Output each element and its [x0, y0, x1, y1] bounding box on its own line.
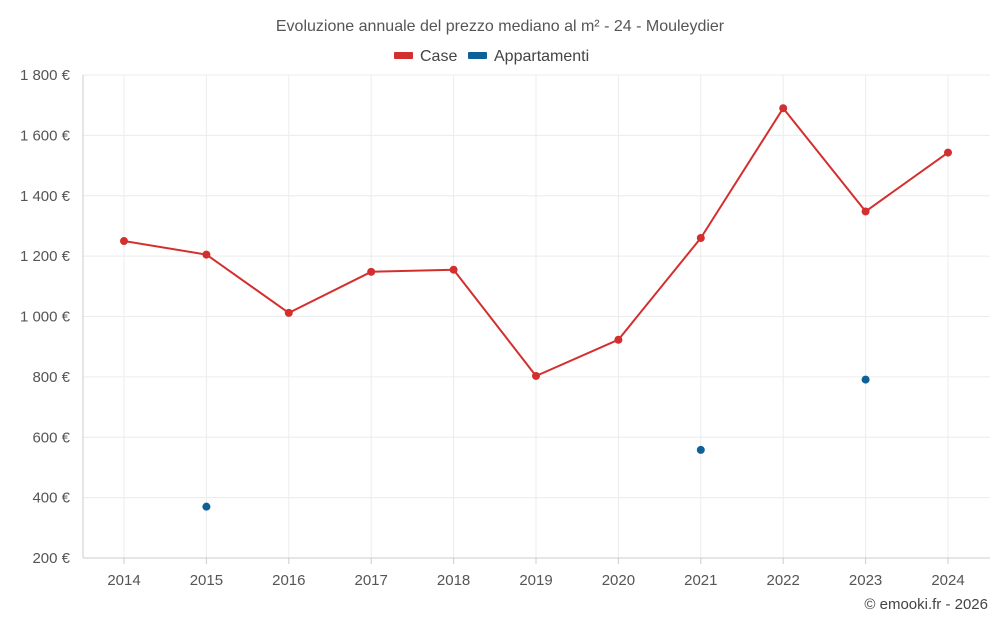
- data-point-appartamenti[interactable]: [696, 445, 705, 454]
- legend-label-case: Case: [420, 48, 457, 65]
- legend-label-appartamenti: Appartamenti: [494, 48, 589, 65]
- legend-item-case[interactable]: Case: [394, 48, 457, 65]
- chart-title: Evoluzione annuale del prezzo mediano al…: [276, 18, 725, 35]
- x-tick-label: 2020: [602, 572, 635, 589]
- series: [120, 104, 952, 511]
- y-tick-label: 600 €: [32, 429, 70, 446]
- data-point-appartamenti[interactable]: [202, 502, 211, 511]
- x-tick-label: 2017: [355, 572, 388, 589]
- data-point-case[interactable]: [779, 104, 788, 113]
- data-point-case[interactable]: [532, 371, 540, 380]
- y-tick-label: 1 000 €: [20, 309, 71, 326]
- legend-swatch-case: [394, 52, 413, 59]
- x-tick-label: 2018: [437, 572, 470, 589]
- x-tick-label: 2015: [190, 572, 223, 589]
- credit-text: © emooki.fr - 2026: [864, 596, 988, 613]
- data-point-case[interactable]: [202, 250, 211, 259]
- data-point-case[interactable]: [367, 267, 376, 276]
- y-tick-label: 400 €: [32, 490, 70, 507]
- data-point-appartamenti[interactable]: [861, 375, 870, 384]
- y-axis: 200 € 400 € 600 € 800 € 1 000 € 1 200 € 1 400 …: [20, 67, 71, 567]
- data-point-case[interactable]: [449, 265, 458, 274]
- x-tick-label: 2023: [849, 572, 882, 589]
- y-tick-label: 800 €: [32, 369, 70, 386]
- y-tick-label: 1 800 €: [20, 67, 71, 84]
- data-point-case[interactable]: [861, 207, 870, 216]
- x-tick-label: 2014: [107, 572, 140, 589]
- data-point-case[interactable]: [614, 335, 623, 344]
- y-tick-label: 200 €: [32, 550, 70, 567]
- data-point-case[interactable]: [284, 308, 293, 317]
- grid: [82, 74, 990, 559]
- x-tick-label: 2022: [767, 572, 800, 589]
- x-tick-label: 2016: [272, 572, 305, 589]
- x-tick-label: 2021: [684, 572, 717, 589]
- data-point-case[interactable]: [944, 148, 952, 157]
- legend-item-appartamenti[interactable]: Appartamenti: [468, 48, 589, 65]
- y-tick-label: 1 600 €: [20, 127, 71, 144]
- legend: Case Appartamenti: [394, 48, 589, 65]
- x-tick-label: 2024: [931, 572, 964, 589]
- y-tick-label: 1 400 €: [20, 188, 71, 205]
- y-tick-label: 1 200 €: [20, 248, 71, 265]
- data-point-case[interactable]: [696, 234, 705, 243]
- x-tick-label: 2019: [519, 572, 552, 589]
- x-axis: 2014 2015 2016 2017 2018 2019 2020 2021 2022 2023…: [107, 558, 965, 589]
- legend-swatch-appartamenti: [468, 52, 487, 59]
- data-point-case[interactable]: [120, 237, 128, 246]
